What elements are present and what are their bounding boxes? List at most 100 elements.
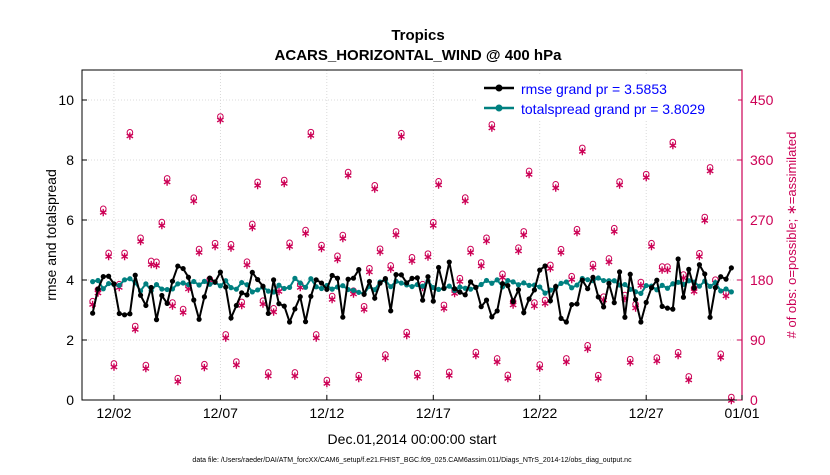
rmse-point	[159, 292, 165, 299]
rmse-point	[654, 277, 660, 283]
obs-possible-marker	[467, 245, 474, 253]
obs-possible-marker	[318, 241, 325, 249]
rmse-point	[366, 278, 373, 285]
totalspread-point	[196, 282, 202, 288]
obs-possible-marker	[264, 369, 272, 376]
obs-possible-marker	[286, 239, 293, 247]
totalspread-point	[718, 288, 724, 294]
obs-possible-marker	[696, 249, 703, 257]
totalspread-point	[143, 281, 149, 287]
rmse-point	[478, 304, 484, 310]
obs-assimilated-marker: ∗	[200, 362, 209, 374]
totalspread-point	[302, 284, 309, 290]
obs-possible-marker	[440, 301, 448, 309]
totalspread-point	[537, 284, 543, 290]
x-tick-label: 01/01	[724, 405, 759, 421]
obs-possible-marker	[243, 258, 251, 265]
obs-possible-marker	[323, 376, 331, 384]
obs-assimilated-marker: ∗	[163, 176, 172, 188]
obs-possible-marker	[339, 231, 347, 239]
obs-assimilated-marker: ∗	[647, 241, 656, 253]
obs-possible-marker	[637, 278, 645, 286]
obs-assimilated-marker: ∗	[445, 370, 454, 382]
obs-possible-marker	[105, 249, 112, 257]
rmse-point	[217, 269, 223, 275]
obs-assimilated-marker: ∗	[705, 165, 714, 177]
obs-assimilated-marker: ∗	[450, 288, 459, 300]
rmse-point	[664, 305, 671, 311]
obs-possible-marker	[685, 373, 693, 380]
rmse-point	[585, 286, 591, 292]
obs-assimilated-marker: ∗	[120, 251, 129, 263]
totalspread-point	[601, 277, 607, 284]
totalspread-point	[595, 275, 601, 281]
rmse-point	[244, 292, 250, 298]
obs-assimilated-marker: ∗	[147, 259, 156, 271]
rmse-point	[515, 287, 522, 293]
rmse-point	[164, 300, 170, 307]
rmse-point	[329, 272, 335, 279]
chart-title: Tropics	[391, 27, 444, 44]
totalspread-point	[526, 282, 532, 288]
obs-possible-marker	[717, 350, 725, 358]
totalspread-point	[478, 281, 484, 288]
obs-assimilated-marker: ∗	[397, 131, 406, 143]
obs-assimilated-marker: ∗	[258, 299, 267, 311]
obs-assimilated-marker: ∗	[429, 220, 438, 232]
obs-possible-marker	[376, 245, 384, 253]
rmse-point	[595, 294, 601, 300]
obs-assimilated-marker: ∗	[652, 356, 661, 368]
rmse-point	[297, 294, 303, 300]
rmse-point	[276, 301, 282, 307]
obs-assimilated-marker: ∗	[269, 306, 278, 318]
y-left-tick-label: 10	[58, 92, 74, 108]
obs-assimilated-marker: ∗	[519, 229, 528, 241]
obs-possible-marker	[493, 355, 501, 362]
obs-possible-marker	[254, 178, 261, 186]
obs-assimilated-marker: ∗	[109, 361, 118, 373]
rmse-point	[643, 299, 649, 306]
obs-assimilated-marker: ∗	[588, 262, 597, 274]
obs-possible-marker	[211, 239, 219, 247]
totalspread-point	[292, 275, 298, 281]
totalspread-point	[388, 284, 394, 290]
rmse-point	[648, 285, 655, 291]
totalspread-point	[329, 286, 335, 292]
totalspread-point	[398, 280, 404, 286]
totalspread-point	[515, 282, 522, 288]
obs-possible-marker	[163, 175, 171, 182]
obs-possible-marker	[525, 167, 533, 175]
rmse-point	[499, 280, 506, 287]
obs-assimilated-marker: ∗	[248, 222, 257, 234]
obs-possible-marker	[557, 245, 565, 253]
obs-assimilated-marker: ∗	[391, 229, 400, 241]
totalspread-point	[239, 279, 245, 286]
data-file-note: data file: /Users/raeder/DAI/ATM_forcXX/…	[192, 457, 632, 464]
obs-assimilated-marker: ∗	[509, 299, 518, 311]
obs-assimilated-marker: ∗	[556, 247, 565, 259]
obs-assimilated-marker: ∗	[136, 236, 145, 248]
rmse-point	[569, 301, 575, 308]
rmse-point	[239, 290, 245, 296]
obs-assimilated-marker: ∗	[535, 362, 544, 374]
obs-assimilated-marker: ∗	[695, 251, 704, 263]
obs-assimilated-marker: ∗	[700, 215, 709, 227]
rmse-point	[451, 286, 458, 292]
rmse-point	[334, 275, 341, 281]
rmse-point	[153, 317, 160, 323]
obs-assimilated-marker: ∗	[716, 352, 725, 364]
obs-assimilated-marker: ∗	[599, 295, 608, 307]
obs-assimilated-marker: ∗	[179, 307, 188, 319]
obs-assimilated-marker: ∗	[104, 251, 113, 263]
obs-possible-marker	[531, 299, 538, 306]
obs-assimilated-marker: ∗	[232, 359, 241, 371]
obs-assimilated-marker: ∗	[226, 242, 235, 254]
rmse-point	[510, 299, 516, 305]
x-tick-label: 12/17	[416, 405, 451, 421]
rmse-point	[345, 276, 351, 282]
obs-possible-marker	[674, 348, 682, 356]
rmse-point	[579, 277, 585, 283]
obs-assimilated-marker: ∗	[221, 332, 230, 344]
obs-possible-marker	[472, 348, 480, 356]
